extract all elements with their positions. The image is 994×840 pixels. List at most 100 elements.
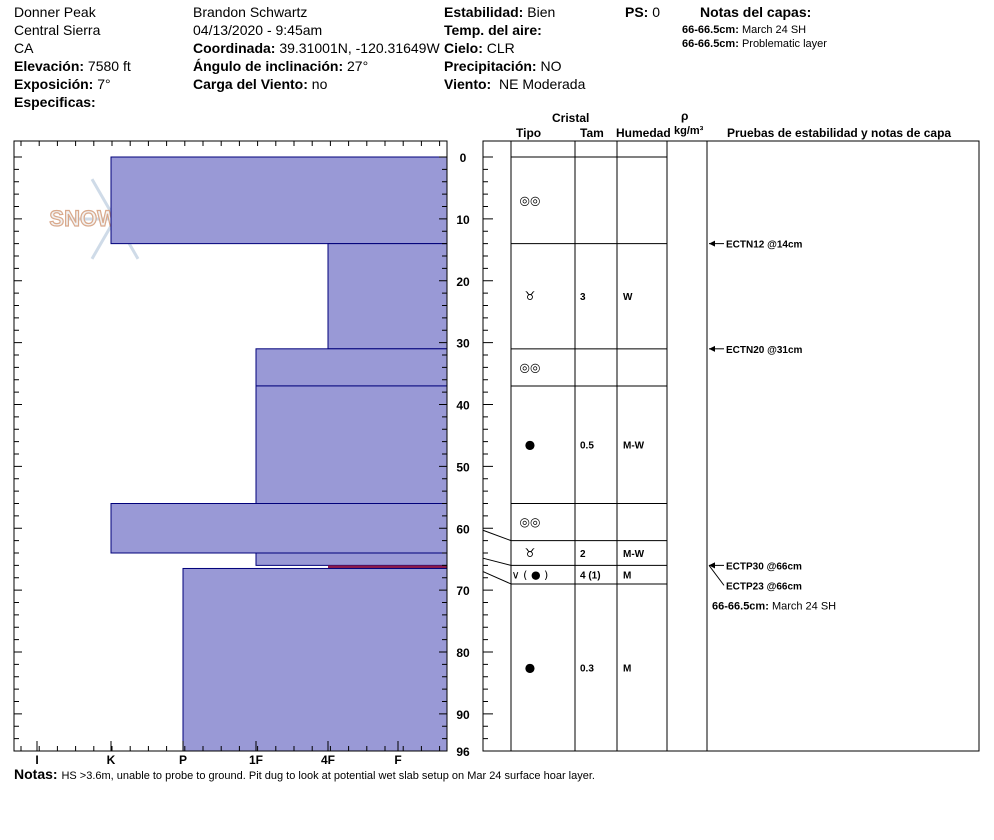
hardness-tick-label: P [179, 753, 187, 767]
grain-type-symbol: ◎◎ [520, 360, 541, 374]
density-unit-header: kg/m³ [674, 125, 704, 137]
layer-note-text: March 24 SH [772, 600, 836, 612]
wind-value: NE Moderada [498, 76, 586, 92]
stability-test-label: ECTP30 @66cm [726, 561, 802, 572]
boundary-connector [482, 557, 512, 566]
wind-row: Viento: NE Moderada [444, 76, 585, 93]
specifics-label: Especificas: [14, 94, 96, 110]
grain-size-value: 4 (1) [580, 571, 601, 582]
coordinate-value: 39.31001N, -120.31649W [279, 40, 440, 56]
layer-note-text: Problematic layer [741, 38, 827, 50]
layer-note-text: March 24 SH [741, 24, 807, 36]
moisture-value: M-W [623, 549, 645, 560]
depth-tick-label: 70 [456, 584, 470, 598]
grain-type-symbol: ♉ [525, 546, 536, 560]
coordinate-label: Coordinada: [193, 40, 276, 56]
moisture-value: W [623, 292, 633, 303]
stratigraphy-table: ◎◎ ♉ 3 W ◎◎ ● 0.5 M-W ◎◎ ♉ 2 M-W ∨ ( ● ) 4 (1) M ● 0.3 M [482, 156, 667, 752]
size-header: Tam [580, 126, 604, 140]
depth-tick-label: 60 [456, 522, 470, 536]
depth-tick-label: 30 [456, 337, 470, 351]
grain-size-value: 0.5 [580, 441, 594, 452]
boundary-connector [482, 571, 512, 585]
chart-frames: I K P 1F 4F F 0 10 20 30 40 50 60 70 80 90 96 [13, 140, 980, 767]
stability-test-label: ECTP23 @66cm [726, 581, 802, 592]
grain-type-symbol: ♉ [525, 289, 536, 303]
location-name: Donner Peak [14, 4, 96, 20]
profile-layer-note: 66-66.5cm: March 24 SH [712, 600, 836, 612]
layer-note-range: 66-66.5cm: [682, 38, 739, 50]
observer-name: Brandon Schwartz [193, 4, 308, 20]
notes-text: HS >3.6m, unable to probe to ground. Pit… [61, 770, 595, 782]
layer-notes-title: Notas del capas: [700, 4, 812, 20]
stability-value: Bien [527, 4, 556, 20]
aspect-value: 7° [97, 76, 111, 92]
hardness-layers [110, 156, 448, 752]
hardness-tick-label: 1F [249, 753, 263, 767]
elevation-value: 7580 ft [87, 58, 131, 74]
coordinate-row: Coordinada: 39.31001N, -120.31649W [193, 40, 440, 57]
test-arrow-head [709, 240, 715, 247]
layer-note-1: 66-66.5cm: March 24 SH [682, 23, 806, 37]
grain-size-value: 3 [580, 292, 586, 303]
notes-row: Notas: HS >3.6m, unable to probe to grou… [14, 766, 595, 785]
tests-header: Pruebas de estabilidad y notas de capa [727, 126, 952, 140]
depth-tick-label: 90 [456, 708, 470, 722]
range-name: Central Sierra [14, 22, 101, 38]
hardness-layer-bar [182, 567, 448, 752]
grain-type-symbol: ● [525, 438, 535, 452]
precip-value: NO [540, 58, 562, 74]
hardness-tick-label: K [107, 753, 116, 767]
elevation-label: Elevación: [14, 58, 85, 74]
sky-label: Cielo: [444, 40, 483, 56]
moisture-value: M [623, 571, 631, 582]
sky-value: CLR [486, 40, 515, 56]
wind-load-label: Carga del Viento: [193, 76, 308, 92]
grain-type-symbol: ∨ ( ● ) [512, 569, 549, 582]
wind-load-value: no [311, 76, 328, 92]
grain-type-symbol: ◎◎ [520, 515, 541, 529]
precip-label: Precipitación: [444, 58, 537, 74]
test-arrow-head [709, 562, 715, 569]
grain-size-value: 0.3 [580, 663, 594, 674]
depth-tick-label: 0 [460, 151, 467, 165]
hardness-layer-bar [327, 243, 448, 350]
boundary-connector [482, 529, 512, 542]
hardness-layer-bar [255, 552, 448, 566]
hardness-layer-bar [110, 156, 448, 245]
test-arrow-head [709, 345, 715, 352]
crystal-header: Cristal [552, 111, 590, 125]
sky-row: Cielo: CLR [444, 40, 515, 57]
hardness-plot-frame [13, 140, 448, 752]
hardness-layer-bar [255, 348, 448, 387]
state-name: CA [14, 40, 34, 56]
depth-tick-label: 20 [456, 275, 470, 289]
aspect-label: Exposición: [14, 76, 94, 92]
ps-row: PS: 0 [625, 4, 660, 21]
weak-layer-bar [328, 565, 447, 569]
stability-tests: ECTN12 @14cm ECTN20 @31cm ECTP30 @66cm ECTP… [708, 240, 836, 612]
grain-type-symbol: ● [525, 660, 535, 674]
observation-datetime: 04/13/2020 - 9:45am [193, 22, 323, 38]
ps-label: PS: [625, 4, 649, 20]
stability-label: Estabilidad: [444, 4, 524, 20]
type-header: Tipo [516, 126, 542, 140]
wind-label: Viento: [444, 76, 492, 92]
depth-tick-label: 10 [456, 213, 470, 227]
hardness-layer-bar [255, 385, 448, 504]
hardness-tick-label: I [35, 753, 38, 767]
stability-row: Estabilidad: Bien [444, 4, 555, 21]
table-frame [482, 140, 980, 752]
incline-value: 27° [347, 58, 369, 74]
depth-tick-label: 96 [456, 745, 470, 759]
grain-type-symbol: ◎◎ [520, 193, 541, 207]
layer-note-2: 66-66.5cm: Problematic layer [682, 37, 827, 51]
layer-note-range: 66-66.5cm: [682, 24, 739, 36]
precip-row: Precipitación: NO [444, 58, 561, 75]
hardness-layer-bar [110, 503, 448, 554]
moisture-header: Humedad [616, 126, 671, 140]
test-pointer [708, 565, 725, 586]
stability-test-label: ECTN20 @31cm [726, 345, 803, 356]
rho-header: ρ [681, 109, 689, 123]
